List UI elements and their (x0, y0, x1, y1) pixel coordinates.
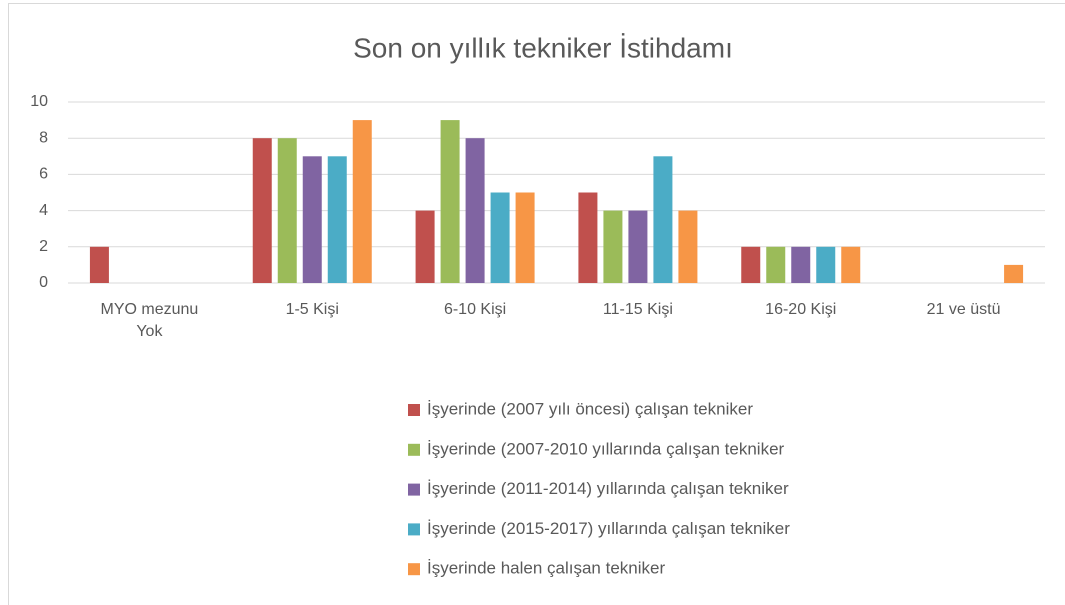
x-tick-label: 6-10 Kişi (443, 301, 507, 318)
x-tick-label: 16-20 Kişi (765, 301, 837, 318)
bar (766, 246, 786, 283)
legend-label: İşyerinde halen çalışan tekniker (427, 559, 665, 578)
bar (515, 192, 535, 283)
legend-label: İşyerinde (2015-2017) yıllarında çalışan… (427, 519, 790, 538)
bar (327, 156, 347, 283)
bar (302, 156, 322, 283)
legend-label: İşyerinde (2007-2010 yıllarında çalışan … (427, 439, 785, 458)
legend-label: İşyerinde (2011-2014) yıllarında çalışan… (427, 479, 789, 498)
chart-title: Son on yıllık tekniker İstihdamı (353, 32, 733, 63)
y-tick-label: 4 (39, 202, 48, 219)
bar (277, 138, 297, 283)
y-tick-label: 6 (39, 166, 48, 183)
bar (490, 192, 510, 283)
y-tick-label: 10 (30, 93, 48, 110)
bar (653, 156, 673, 283)
x-tick-label: MYO mezunu Yok (100, 301, 199, 340)
bar (352, 120, 372, 283)
y-tick-label: 2 (39, 238, 48, 255)
legend-swatch (408, 404, 420, 416)
legend-swatch (408, 483, 420, 496)
x-tick-label: 11-15 Kişi (602, 301, 673, 318)
y-tick-label: 0 (39, 274, 48, 291)
bar (89, 246, 109, 283)
bar (791, 246, 811, 283)
bar (578, 192, 598, 283)
chart-border (8, 3, 1065, 605)
legend-label: İşyerinde (2007 yılı öncesi) çalışan tek… (427, 399, 753, 418)
bar (440, 120, 460, 283)
bar (465, 138, 485, 283)
bar (252, 138, 272, 283)
bar (841, 246, 861, 283)
bar (1004, 264, 1024, 283)
bar (741, 246, 761, 283)
legend-swatch (408, 563, 420, 576)
bar (415, 210, 435, 283)
x-tick-label: 1-5 Kişi (285, 301, 339, 318)
bar (603, 210, 623, 283)
legend-swatch (408, 443, 420, 456)
legend-swatch (408, 523, 420, 536)
bar (816, 246, 836, 283)
bar (628, 210, 648, 283)
x-tick-label: 21 ve üstü (926, 301, 1001, 318)
y-tick-label: 8 (39, 129, 48, 146)
bar (678, 210, 698, 283)
